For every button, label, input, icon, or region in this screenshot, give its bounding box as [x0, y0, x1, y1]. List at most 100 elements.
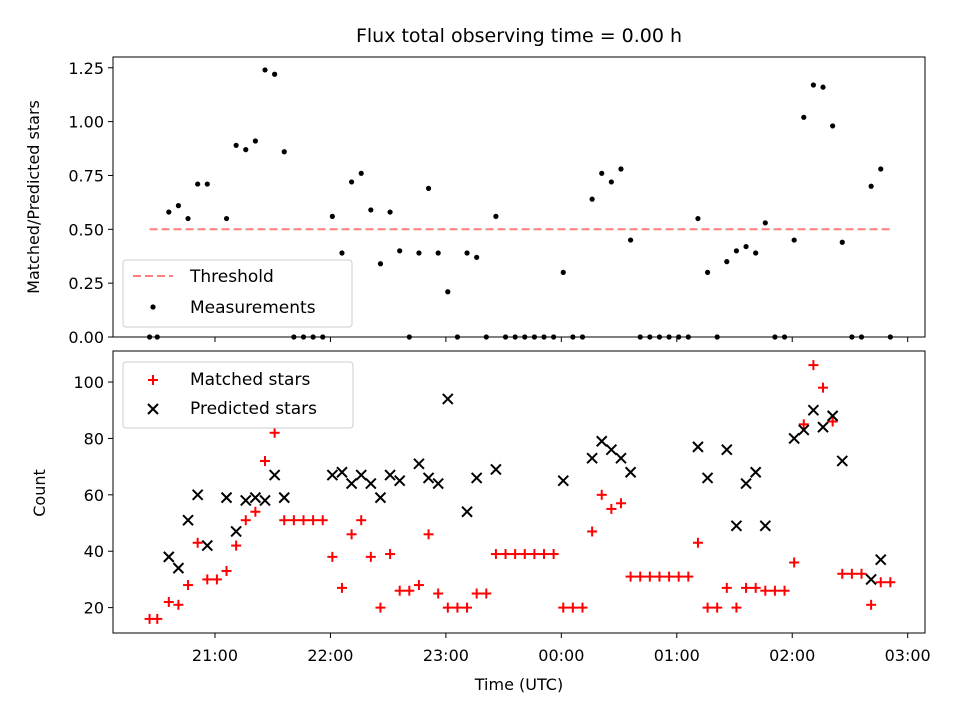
predicted-star-point [326, 469, 339, 481]
measurement-point [762, 220, 768, 226]
matched-star-point [577, 602, 588, 613]
measurement-point [704, 269, 711, 275]
matched-star-point [789, 557, 800, 568]
measurement-point [810, 82, 816, 88]
matched-star-point [231, 540, 242, 551]
predicted-star-point [817, 421, 829, 433]
measurement-point [387, 209, 393, 215]
ratio-y-tick-label: 0.50 [68, 220, 104, 239]
count-x-tick-label: 01:00 [654, 646, 700, 665]
count-y-tick-label: 100 [73, 373, 104, 392]
matched-star-point [731, 602, 742, 613]
matched-star-point [818, 382, 829, 393]
matched-star-point [211, 574, 222, 585]
predicted-star-point [259, 494, 271, 507]
measurement-point [223, 215, 230, 222]
count-y-tick-label: 20 [84, 599, 104, 618]
matched-star-point [615, 498, 626, 509]
matched-star-point [250, 506, 261, 517]
predicted-star-point [798, 424, 810, 436]
predicted-star-point [490, 463, 502, 476]
count-y-tick-label: 60 [84, 486, 104, 505]
ratio-panel: Flux total observing time = 0.00 h Match… [24, 25, 926, 347]
predicted-star-point [432, 477, 444, 490]
measurement-point [830, 123, 836, 129]
matched-star-point [856, 568, 867, 579]
matched-star-point [173, 599, 184, 610]
measurement-point [416, 250, 422, 256]
measurement-point [377, 261, 384, 267]
measurement-point [262, 67, 268, 73]
matched-star-point [596, 489, 607, 500]
predicted-star-point [759, 520, 772, 532]
matched-star-point [606, 503, 617, 514]
matched-star-point [356, 515, 367, 526]
matched-star-point [500, 549, 511, 560]
measurement-point [445, 289, 451, 295]
count-y-tick-label: 40 [84, 542, 104, 561]
matched-star-point [654, 571, 665, 582]
measurements-legend-swatch [150, 304, 156, 310]
matched-star-point [394, 585, 405, 596]
predicted-star-point [730, 520, 743, 532]
predicted-star-point [826, 410, 839, 422]
predicted-star-point [413, 458, 425, 470]
matched-star-point [317, 515, 328, 526]
matched-star-point [644, 571, 655, 582]
matched-star-point [760, 585, 771, 596]
predicted-star-point [788, 432, 800, 445]
ratio-legend-box [122, 259, 353, 328]
measurement-point [608, 179, 614, 185]
predicted-star-point [624, 466, 637, 478]
predicted-star-point [605, 443, 618, 456]
predicted-star-point [393, 475, 406, 487]
ratio-legend: Threshold Measurements [122, 259, 353, 328]
measurement-point [791, 237, 797, 243]
ratio-y-tick-label: 0.00 [68, 328, 104, 347]
ratio-y-axis-label: Matched/Predicted stars [24, 100, 43, 294]
predicted-star-point [749, 466, 762, 478]
predicted-star-point [865, 573, 877, 586]
measurement-point [618, 166, 624, 172]
matched-star-point [539, 549, 550, 560]
matched-star-point [375, 602, 386, 613]
matched-star-point [260, 455, 271, 466]
predicted-star-point [740, 477, 752, 490]
measurement-point [233, 142, 239, 148]
count-x-tick-label: 22:00 [307, 646, 353, 665]
matched-legend-swatch [148, 375, 158, 385]
matched-star-point [692, 537, 703, 548]
matched-star-point [327, 551, 338, 562]
measurement-point [243, 147, 249, 153]
count-x-axis-label: Time (UTC) [474, 675, 563, 694]
ratio-y-tick-label: 0.75 [68, 166, 104, 185]
matched-star-point [481, 588, 492, 599]
measurement-point [272, 71, 278, 77]
predicted-star-point [249, 491, 262, 504]
matched-star-point [433, 588, 444, 599]
count-x-tick-label: 21:00 [192, 646, 238, 665]
ratio-plot-frame [112, 56, 926, 338]
measurement-point [743, 243, 749, 250]
predicted-star-point [278, 491, 290, 504]
matched-star-point [866, 599, 877, 610]
predicted-legend-label: Predicted stars [190, 399, 317, 419]
measurement-point [733, 248, 740, 254]
matched-star-point [510, 549, 521, 560]
matched-star-point [413, 580, 424, 591]
ratio-y-tick-label: 1.25 [68, 59, 104, 78]
matched-stars-points [144, 360, 896, 624]
predicted-star-point [345, 477, 358, 490]
count-plot-frame [112, 350, 926, 634]
predicted-star-point [615, 452, 627, 464]
matched-star-point [587, 526, 598, 537]
matched-star-point [779, 585, 790, 596]
measurement-point [724, 259, 730, 265]
measurement-point [599, 170, 605, 176]
matched-star-point [712, 602, 723, 613]
matched-star-point [625, 571, 636, 582]
predicted-star-point [268, 469, 281, 481]
matched-star-point [336, 582, 347, 593]
count-x-tick-label: 23:00 [423, 646, 469, 665]
matched-star-point [875, 577, 886, 588]
